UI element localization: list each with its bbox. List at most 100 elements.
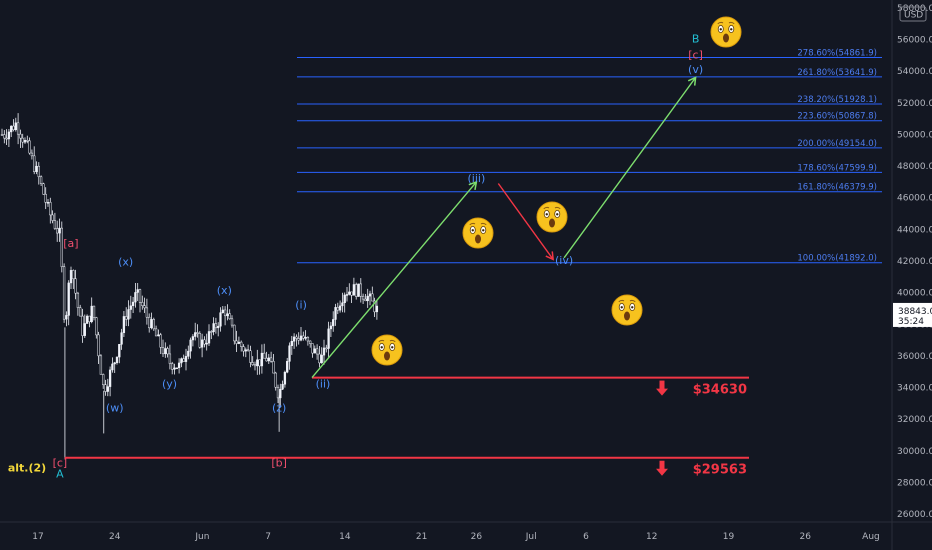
wave-label: alt.(2) — [8, 461, 46, 474]
current-price-tag — [893, 302, 932, 327]
candle-body — [272, 361, 275, 374]
candle-body — [290, 340, 293, 347]
candle-body — [104, 384, 107, 392]
candle-body — [118, 344, 121, 358]
candle-body — [166, 348, 169, 355]
emoji-brow — [554, 206, 561, 210]
candle-body — [42, 183, 45, 195]
candle-body — [302, 335, 305, 339]
candle-body — [244, 349, 247, 352]
candle-body — [138, 289, 142, 303]
candle-body — [283, 371, 287, 385]
candle-body — [355, 284, 358, 297]
candle-body — [120, 332, 123, 345]
candle-body — [69, 270, 73, 284]
time-tick-label: 6 — [583, 532, 589, 542]
candle-body — [129, 305, 132, 310]
candle-body — [240, 341, 243, 347]
wave-label: (iv) — [555, 254, 573, 267]
wave-label: [c] — [53, 457, 68, 470]
candle-body — [295, 336, 298, 339]
candle-body — [152, 319, 155, 330]
candlestick-series — [0, 113, 379, 458]
emoji-brow — [728, 21, 735, 25]
emoji-pupil — [556, 213, 559, 216]
price-tick-label: 50000.0 — [897, 130, 932, 140]
candle-body — [164, 348, 167, 355]
candle-body — [226, 313, 229, 317]
wave-label: (iii) — [468, 172, 486, 185]
candle-body — [304, 337, 307, 339]
candle-body — [62, 266, 66, 320]
price-tick-label: 56000.0 — [897, 36, 932, 46]
candle-body — [311, 343, 314, 354]
projection-arrow — [311, 180, 478, 379]
candle-body — [212, 323, 215, 333]
wave-label: [c] — [688, 49, 703, 62]
candle-body — [309, 340, 312, 344]
wave-labels: [a] (x) (w) (y) (x) (z) [b] (i) (ii) (iii) (iv) (v)… — [8, 33, 703, 481]
candle-body — [35, 165, 38, 172]
down-arrow-icon — [656, 388, 668, 396]
emoji-pupil — [545, 213, 548, 216]
candle-body — [44, 193, 47, 203]
candle-body — [14, 122, 17, 131]
candle-body — [228, 313, 231, 320]
candle-body — [150, 319, 153, 329]
candle-body — [65, 315, 68, 320]
candle-body — [368, 293, 372, 297]
candle-body — [10, 125, 13, 133]
candle-body — [171, 363, 174, 370]
wave-label: (i) — [295, 298, 307, 311]
candle-body — [60, 227, 63, 267]
candle-body — [267, 357, 270, 362]
candle-body — [249, 350, 252, 363]
candle-body — [115, 356, 119, 363]
candle-body — [263, 352, 266, 359]
price-tick-label: 36000.0 — [897, 352, 932, 362]
emoji-pupil — [391, 346, 394, 349]
time-tick-label: 21 — [416, 532, 427, 542]
candle-body — [7, 131, 11, 140]
candle-body — [28, 140, 31, 154]
candle-body — [371, 293, 374, 302]
emoji-pupil — [631, 306, 634, 309]
candle-body — [242, 346, 245, 352]
candle-body — [12, 125, 15, 131]
emoji-face — [536, 201, 568, 233]
down-arrow-icon — [659, 460, 665, 470]
wave-label: [a] — [63, 237, 78, 250]
shocked-face-emoji — [462, 217, 494, 249]
candle-body — [246, 349, 250, 352]
candle-body — [3, 134, 6, 139]
candle-body — [276, 386, 280, 399]
candle-body — [210, 331, 213, 333]
candle-body — [0, 134, 4, 136]
candle-body — [297, 338, 300, 341]
time-tick-label: 14 — [339, 532, 351, 542]
price-tick-label: 52000.0 — [897, 99, 932, 109]
emoji-mouth — [624, 311, 630, 321]
candle-body — [269, 357, 273, 362]
candle-body — [200, 339, 204, 348]
time-tick-label: 26 — [799, 532, 811, 542]
candle-body — [175, 367, 178, 370]
candle-body — [125, 316, 128, 320]
candle-body — [364, 298, 367, 302]
time-tick-label: 24 — [109, 532, 121, 542]
candle-body — [145, 307, 149, 318]
fib-level-label: 178.60%(47599.9) — [797, 163, 877, 173]
candle-body — [207, 331, 211, 344]
time-tick-label: Jun — [194, 532, 209, 542]
candle-body — [221, 309, 224, 313]
candle-body — [233, 324, 236, 342]
candle-body — [46, 202, 50, 204]
candle-body — [136, 289, 139, 293]
currency-box — [899, 6, 927, 22]
candle-body — [23, 139, 27, 143]
candle-body — [279, 388, 282, 399]
candle-body — [39, 176, 43, 184]
price-tick-label: 26000.0 — [897, 510, 932, 520]
